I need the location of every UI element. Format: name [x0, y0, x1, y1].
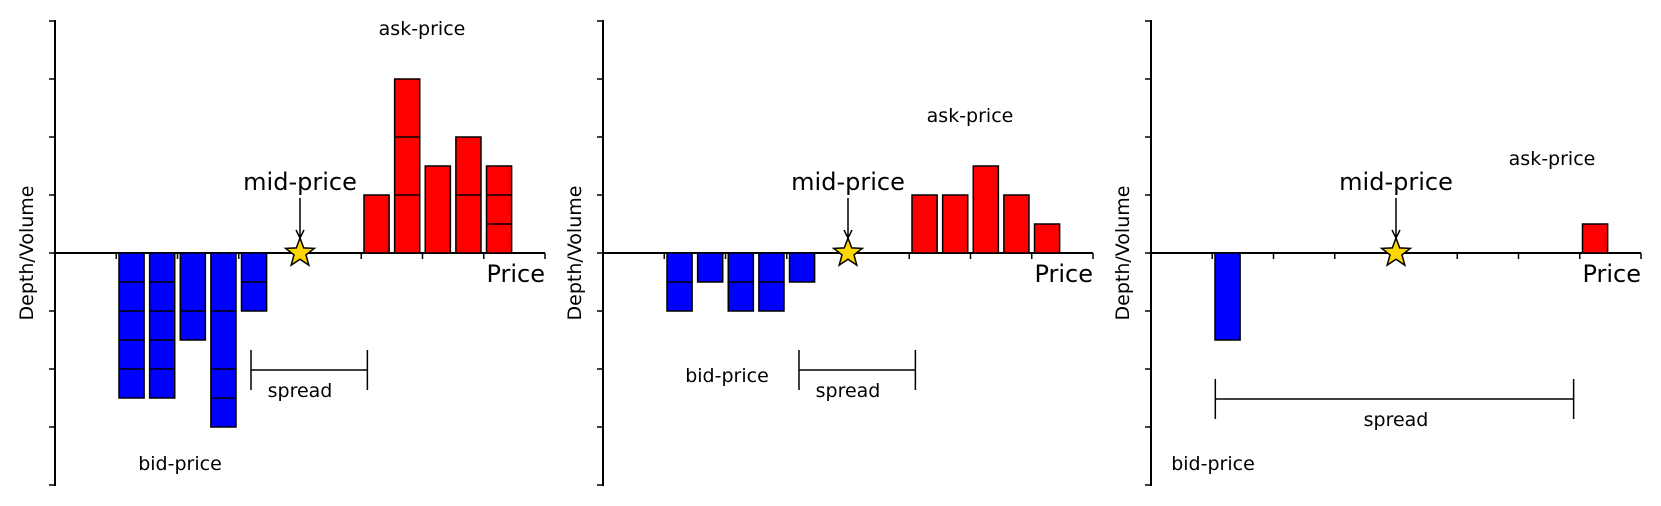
bid-price-label: bid-price: [685, 365, 769, 387]
ask-bar: [1033, 223, 1061, 254]
mid-price-label: mid-price: [243, 168, 357, 196]
spread-bracket: [250, 350, 369, 390]
ask-bar: [941, 194, 969, 254]
mid-price-star-icon: [1379, 235, 1413, 267]
mid-price-star-icon: [831, 235, 865, 267]
x-axis-label: Price: [1582, 260, 1641, 288]
spread-label: spread: [1364, 409, 1429, 431]
chart-panel-3: mid-price spread bid-price ask-price Price De…: [1112, 20, 1642, 486]
ask-bar: [363, 194, 390, 254]
bid-price-label: bid-price: [1171, 453, 1255, 475]
bid-price-label: bid-price: [138, 453, 222, 475]
spread-bracket: [1214, 379, 1575, 419]
ask-bar: [485, 165, 513, 254]
x-axis-label: Price: [486, 260, 545, 288]
spread-bracket: [798, 350, 917, 390]
mid-price-label: mid-price: [1339, 168, 1453, 196]
bid-bar: [1214, 252, 1241, 341]
bid-bar: [179, 252, 207, 341]
spread-label: spread: [816, 380, 881, 402]
ask-bar: [424, 165, 452, 254]
bid-bar: [788, 252, 816, 283]
spread-label: spread: [268, 380, 333, 402]
mid-price-star-icon: [283, 235, 317, 267]
chart-panel-2: mid-price spread bid-price ask-price Price De…: [564, 20, 1094, 486]
ask-price-label: ask-price: [379, 18, 466, 40]
y-axis-label: Depth/Volume: [16, 186, 38, 321]
ask-bar: [1003, 194, 1030, 254]
ask-bar: [972, 165, 1000, 254]
x-axis-label: Price: [1034, 260, 1093, 288]
ask-bar: [911, 194, 938, 254]
bid-bar: [696, 252, 724, 283]
ask-price-label: ask-price: [1509, 148, 1596, 170]
bid-bar: [148, 252, 176, 399]
chart-panel-1: mid-price spread bid-price ask-price Price De…: [16, 18, 546, 486]
ask-price-label: ask-price: [927, 105, 1014, 127]
y-axis-label: Depth/Volume: [564, 186, 586, 321]
bid-bar: [210, 252, 237, 428]
ask-bar: [393, 78, 421, 254]
ask-bar: [1581, 223, 1609, 254]
mid-price-label: mid-price: [791, 168, 905, 196]
bid-bar: [118, 252, 145, 399]
y-axis-label: Depth/Volume: [1112, 186, 1134, 321]
